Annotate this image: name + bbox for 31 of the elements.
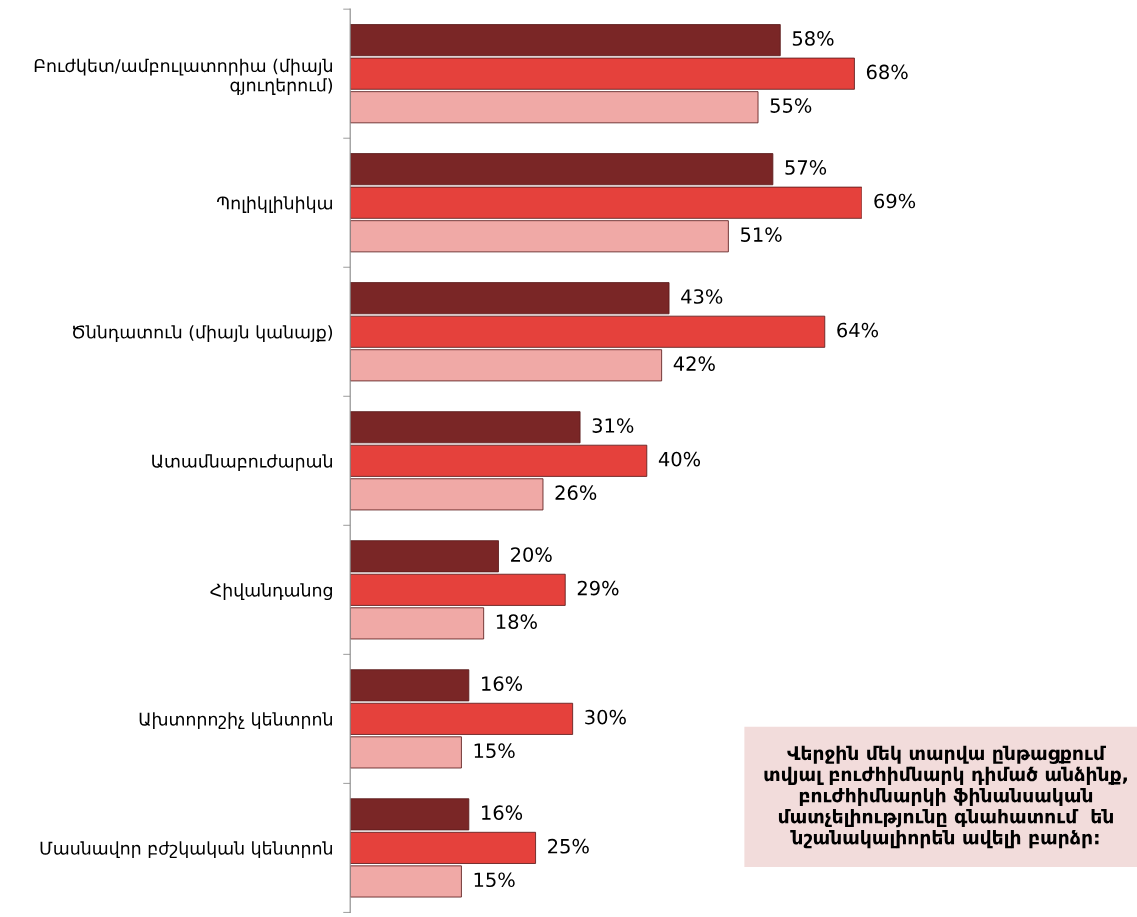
y-tick-label: Ախտորոշիչ կենտրոն [139, 712, 332, 730]
data-label: 69% [874, 193, 916, 209]
data-label: 25% [548, 838, 589, 854]
data-label: 43% [681, 289, 723, 304]
data-label: 31% [592, 418, 634, 433]
y-tick-label: Մասնավոր բժշկական կենտրոն [40, 841, 332, 859]
data-label: 15% [474, 743, 515, 759]
annotation: Վերջին մեկ տարվա ընթացքում տվյալ բուժհիմնարկ դիմած անձինք, բուժհիմնարկի ֆինանսական մատչելիությունը գնահատում են նշանակալիորեն ավելի բարձր: [764, 745, 1127, 849]
y-tick-label: Ծննդատուն (միայն կանայք) [73, 325, 333, 342]
data-label: 16% [482, 676, 523, 691]
bar [350, 411, 581, 444]
data-label: 18% [496, 614, 537, 630]
data-label: 40% [658, 451, 701, 467]
data-label: 57% [785, 160, 827, 175]
bar [350, 282, 670, 315]
y-tick-label: Պոլիկլինիկա [217, 196, 332, 213]
data-label: 51% [740, 227, 782, 242]
data-label: 42% [673, 356, 715, 371]
data-label: 58% [792, 31, 834, 46]
data-label: 26% [555, 485, 597, 500]
y-tick-label: Բուժկետ/ամբուլատորիա (միայն գյուղերում) [34, 58, 333, 95]
data-label: 30% [585, 709, 626, 725]
data-label: 55% [770, 98, 812, 113]
data-label: 29% [577, 580, 619, 596]
data-label: 15% [474, 872, 515, 888]
y-tick-label: Ատամնաբուժարան [152, 454, 332, 471]
data-label: 16% [482, 805, 523, 820]
data-label: 64% [837, 322, 879, 338]
y-tick-label: Հիվանդանոց [210, 583, 332, 601]
data-label: 68% [866, 64, 908, 80]
data-label: 20% [511, 547, 552, 562]
